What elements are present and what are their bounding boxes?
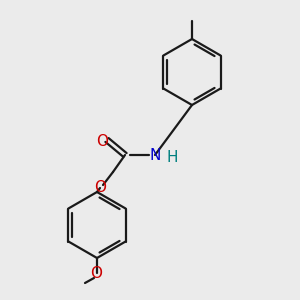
Text: O: O (96, 134, 108, 148)
Text: O: O (90, 266, 102, 281)
Text: H: H (166, 149, 178, 164)
Text: N: N (149, 148, 161, 163)
Text: O: O (94, 181, 106, 196)
